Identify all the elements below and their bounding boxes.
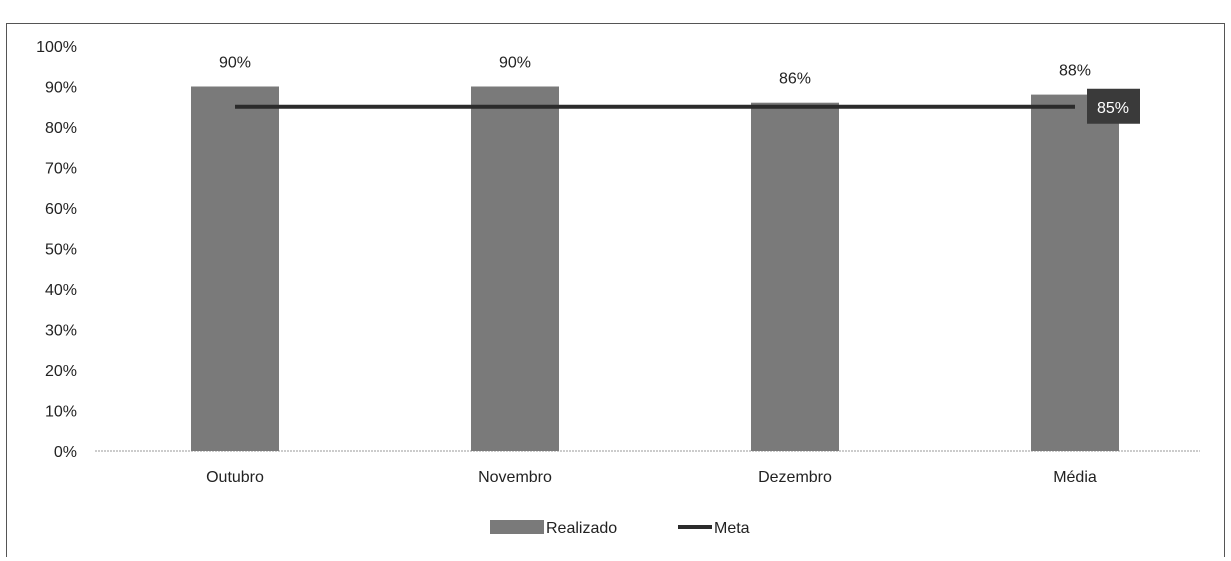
legend-label-meta: Meta — [714, 520, 750, 537]
x-axis-category-labels: Outubro Novembro Dezembro Média — [206, 469, 1097, 486]
y-tick-label: 60% — [45, 201, 77, 218]
y-axis: 0% 10% 20% 30% 40% 50% 60% 70% 80% 90% 100% — [36, 39, 77, 461]
y-tick-label: 0% — [54, 444, 77, 461]
legend-swatch-realizado — [490, 520, 544, 534]
meta-label-text: 85% — [1097, 100, 1129, 117]
x-category-label: Outubro — [206, 469, 264, 486]
x-category-label: Dezembro — [758, 469, 832, 486]
y-tick-label: 50% — [45, 242, 77, 259]
bar-data-labels: 90% 90% 86% 88% — [219, 55, 1091, 88]
legend: Realizado Meta — [490, 520, 750, 537]
bar-média — [1031, 94, 1119, 451]
x-category-label: Novembro — [478, 469, 552, 486]
y-tick-label: 40% — [45, 282, 77, 299]
y-tick-label: 80% — [45, 120, 77, 137]
y-tick-label: 70% — [45, 161, 77, 178]
y-tick-label: 10% — [45, 404, 77, 421]
bars-realizado — [191, 86, 1119, 451]
x-category-label: Média — [1053, 469, 1097, 486]
meta-label-box — [1087, 88, 1140, 124]
bar-data-label: 86% — [779, 71, 811, 88]
legend-label-realizado: Realizado — [546, 520, 617, 537]
bar-data-label: 88% — [1059, 63, 1091, 80]
bar-dezembro — [751, 102, 839, 451]
meta-end-label: 85% — [1087, 88, 1140, 124]
y-tick-label: 100% — [36, 39, 77, 56]
y-tick-label: 30% — [45, 323, 77, 340]
y-tick-label: 90% — [45, 80, 77, 97]
y-tick-label: 20% — [45, 363, 77, 380]
bar-data-label: 90% — [499, 55, 531, 72]
bar-data-label: 90% — [219, 55, 251, 72]
bar-outubro — [191, 86, 279, 451]
bar-novembro — [471, 86, 559, 451]
